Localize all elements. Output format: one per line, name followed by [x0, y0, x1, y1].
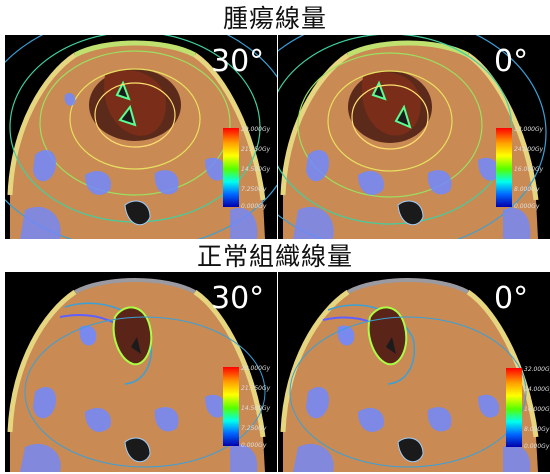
angle-label: 0° — [494, 44, 529, 79]
colorbar-tick: 14.500Gy — [241, 166, 271, 173]
colorbar-tick: 0.000Gy — [524, 443, 550, 450]
ct-slice-dose-overlay — [278, 35, 547, 239]
colorbar-tick: 24.000Gy — [524, 386, 550, 393]
colorbar-tick: 7.250Gy — [241, 186, 267, 193]
colorbar-tick: 29.000Gy — [241, 365, 271, 372]
colorbar-tick: 16.000Gy — [514, 166, 544, 173]
angle-label: 30° — [211, 44, 265, 79]
colorbar-tick: 32.000Gy — [524, 366, 550, 373]
colorbar-tick: 21.750Gy — [241, 385, 271, 392]
colorbar-tick: 14.500Gy — [241, 405, 271, 412]
angle-label: 30° — [211, 281, 265, 316]
colorbar-tick: 24.000Gy — [514, 146, 544, 153]
section-title-normal-tissue-dose: 正常組織線量 — [196, 242, 353, 271]
colorbar-tick: 32.000Gy — [514, 126, 544, 133]
colorbar-gradient — [223, 367, 239, 446]
colorbar-tick: 0.000Gy — [241, 203, 267, 210]
angle-label: 0° — [494, 281, 529, 316]
colorbar-tick: 8.000Gy — [524, 426, 550, 433]
ct-slice-dose-overlay — [280, 278, 539, 472]
dose-image-tumor-0deg: 0° 32.000Gy 24.000Gy 16.000Gy 8.000Gy 0.… — [278, 35, 550, 239]
colorbar-gradient — [496, 128, 512, 207]
colorbar-tick: 0.000Gy — [241, 442, 267, 449]
colorbar-gradient — [506, 368, 522, 447]
ct-slice-dose-overlay — [5, 35, 277, 239]
dose-image-normal-0deg: 0° 32.000Gy 24.000Gy 16.000Gy 8.000Gy 0.… — [278, 272, 550, 472]
colorbar-gradient — [223, 128, 239, 207]
colorbar-tick: 21.750Gy — [241, 146, 271, 153]
colorbar-tick: 7.250Gy — [241, 425, 267, 432]
colorbar-tick: 8.000Gy — [514, 186, 540, 193]
dose-image-normal-30deg: 30° 29.000Gy 21.750Gy 14.500Gy 7.250Gy 0… — [5, 272, 277, 472]
dose-image-tumor-30deg: 30° 29.000Gy 21.750Gy 14.500Gy 7.250Gy 0… — [5, 35, 277, 239]
ct-slice-dose-overlay — [7, 278, 266, 472]
colorbar-tick: 16.000Gy — [524, 406, 550, 413]
colorbar-tick: 0.000Gy — [514, 203, 540, 210]
colorbar-tick: 29.000Gy — [241, 126, 271, 133]
section-title-tumor-dose: 腫瘍線量 — [222, 4, 327, 33]
